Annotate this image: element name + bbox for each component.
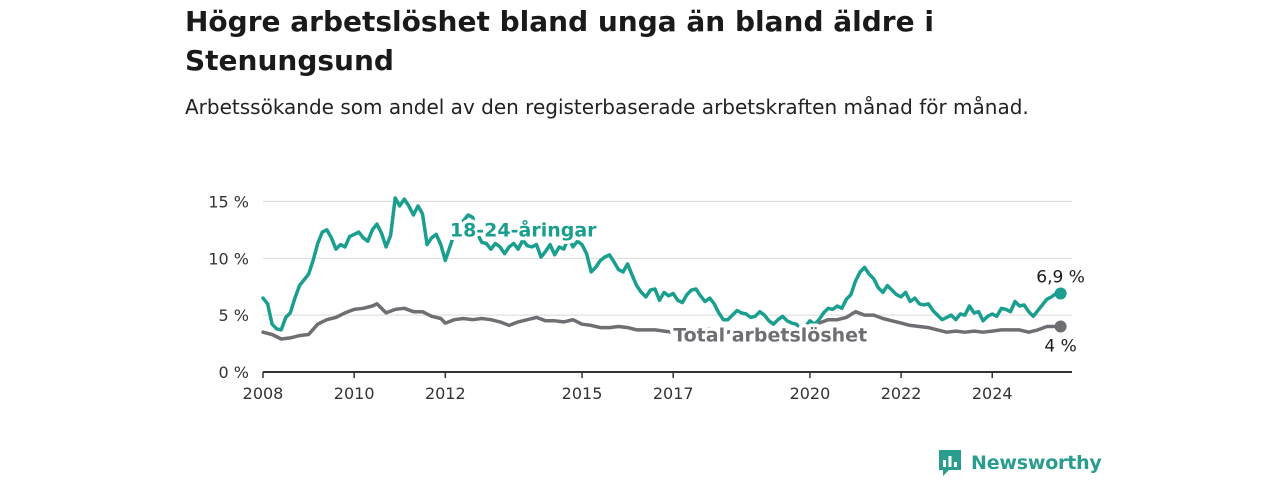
y-tick-label: 5 % xyxy=(219,306,249,325)
gridlines xyxy=(263,200,1072,316)
x-tick-label: 2010 xyxy=(334,384,375,403)
x-tick-label: 2020 xyxy=(790,384,831,403)
y-axis-tick-labels: 0 % 5 % 10 % 15 % xyxy=(208,192,249,382)
series-lines xyxy=(261,196,1067,341)
brand-logo[interactable]: Newsworthy xyxy=(937,447,1102,479)
series-line-youth xyxy=(261,196,1063,332)
series-labels: 18-24-åringar Total arbetslöshet 6,9 % 4 % xyxy=(446,214,1087,359)
newsworthy-logo-icon xyxy=(939,450,961,476)
series-line-total xyxy=(261,302,1063,341)
end-point-total xyxy=(1054,320,1067,333)
brand-name: Newsworthy xyxy=(971,452,1102,474)
x-tick-label: 2022 xyxy=(881,384,922,403)
end-point-youth xyxy=(1054,287,1067,300)
series-label-total: Total arbetslöshet xyxy=(673,324,867,346)
end-label-youth: 6,9 % xyxy=(1036,268,1085,288)
chart-subtitle: Arbetssökande som andel av den registerb… xyxy=(185,95,1029,119)
end-label-total: 4 % xyxy=(1044,337,1076,357)
x-tick-label: 2015 xyxy=(562,384,603,403)
y-tick-label: 10 % xyxy=(208,249,249,268)
x-axis: 2008 2010 2012 2015 2017 2020 2022 2024 xyxy=(243,371,1072,403)
y-tick-label: 15 % xyxy=(208,192,249,211)
x-tick-label: 2024 xyxy=(972,384,1013,403)
x-tick-label: 2012 xyxy=(425,384,466,403)
y-tick-label: 0 % xyxy=(219,363,249,382)
x-tick-label: 2017 xyxy=(653,384,694,403)
x-tick-label: 2008 xyxy=(243,384,284,403)
series-label-youth: 18-24-åringar xyxy=(450,218,597,242)
chart-title: Högre arbetslöshet bland unga än bland ä… xyxy=(185,5,934,77)
